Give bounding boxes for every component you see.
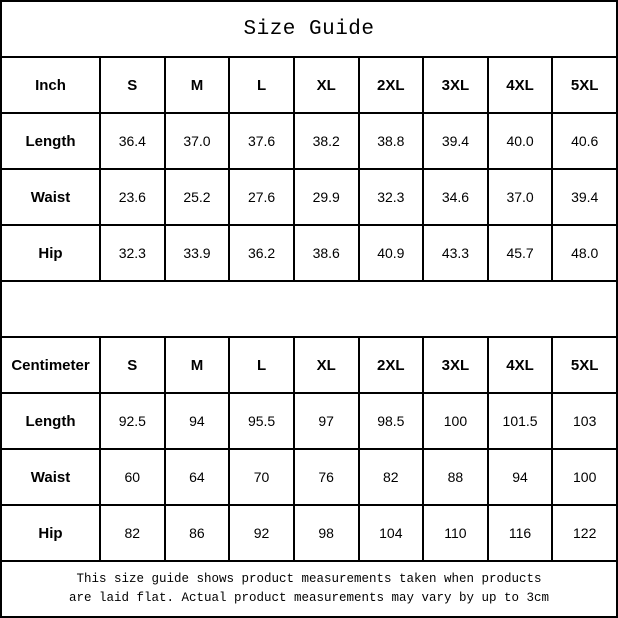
value-cell: 122 [551, 506, 616, 560]
value-cell: 37.6 [228, 114, 293, 168]
value-cell: 43.3 [422, 226, 487, 280]
value-cell: 33.9 [163, 226, 229, 280]
row-label: Hip [38, 524, 63, 542]
value-cell: 88 [422, 450, 487, 504]
cm-unit-header: Centimeter [11, 356, 90, 374]
row-label: Waist [30, 188, 71, 206]
size-header-m: M [163, 338, 229, 392]
cm-hip-row: Hip 82 86 92 98 104 110 116 122 [2, 504, 616, 560]
value-cell: 100 [551, 450, 616, 504]
value-cell: 39.4 [551, 170, 616, 224]
inch-unit-header: Inch [35, 76, 66, 94]
size-header-3xl: 3XL [422, 58, 487, 112]
value-cell: 103 [551, 394, 616, 448]
value-cell: 76 [292, 450, 358, 504]
size-header-m: M [163, 58, 229, 112]
value-cell: 40.0 [486, 114, 552, 168]
row-label: Length [25, 412, 76, 430]
value-cell: 38.8 [357, 114, 423, 168]
size-header-2xl: 2XL [357, 338, 423, 392]
value-cell: 82 [99, 506, 164, 560]
page-title: Size Guide [243, 17, 375, 41]
value-cell: 70 [228, 450, 293, 504]
value-cell: 23.6 [99, 170, 164, 224]
value-cell: 29.9 [292, 170, 358, 224]
row-label: Waist [30, 468, 71, 486]
value-cell: 39.4 [422, 114, 487, 168]
value-cell: 38.2 [292, 114, 358, 168]
value-cell: 36.4 [99, 114, 164, 168]
spacer-row [2, 280, 616, 336]
value-cell: 37.0 [163, 114, 229, 168]
value-cell: 38.6 [292, 226, 358, 280]
row-label: Length [25, 132, 76, 150]
value-cell: 36.2 [228, 226, 293, 280]
value-cell: 97 [292, 394, 358, 448]
size-header-2xl: 2XL [357, 58, 423, 112]
size-header-xl: XL [292, 58, 358, 112]
value-cell: 82 [357, 450, 423, 504]
value-cell: 104 [357, 506, 423, 560]
value-cell: 92 [228, 506, 293, 560]
value-cell: 40.6 [551, 114, 616, 168]
size-header-s: S [99, 58, 164, 112]
row-label: Hip [38, 244, 63, 262]
value-cell: 60 [99, 450, 164, 504]
inch-header-row: Inch S M L XL 2XL 3XL 4XL 5XL [2, 56, 616, 112]
value-cell: 94 [163, 394, 229, 448]
value-cell: 64 [163, 450, 229, 504]
size-header-l: L [228, 338, 293, 392]
footer-note: This size guide shows product measuremen… [2, 560, 616, 616]
value-cell: 110 [422, 506, 487, 560]
footer-note-line2: are laid flat. Actual product measuremen… [68, 591, 550, 605]
inch-waist-row: Waist 23.6 25.2 27.6 29.9 32.3 34.6 37.0… [2, 168, 616, 224]
value-cell: 25.2 [163, 170, 229, 224]
value-cell: 48.0 [551, 226, 616, 280]
size-header-4xl: 4XL [486, 58, 552, 112]
value-cell: 92.5 [99, 394, 164, 448]
size-header-xl: XL [292, 338, 358, 392]
value-cell: 34.6 [422, 170, 487, 224]
cm-length-row: Length 92.5 94 95.5 97 98.5 100 101.5 10… [2, 392, 616, 448]
value-cell: 37.0 [486, 170, 552, 224]
inch-length-row: Length 36.4 37.0 37.6 38.2 38.8 39.4 40.… [2, 112, 616, 168]
value-cell: 95.5 [228, 394, 293, 448]
value-cell: 116 [486, 506, 552, 560]
value-cell: 45.7 [486, 226, 552, 280]
value-cell: 98 [292, 506, 358, 560]
value-cell: 32.3 [99, 226, 164, 280]
cm-waist-row: Waist 60 64 70 76 82 88 94 100 [2, 448, 616, 504]
size-header-3xl: 3XL [422, 338, 487, 392]
footer-note-line1: This size guide shows product measuremen… [76, 571, 542, 586]
size-header-4xl: 4XL [486, 338, 552, 392]
value-cell: 86 [163, 506, 229, 560]
value-cell: 32.3 [357, 170, 423, 224]
value-cell: 94 [486, 450, 552, 504]
inch-hip-row: Hip 32.3 33.9 36.2 38.6 40.9 43.3 45.7 4… [2, 224, 616, 280]
size-header-l: L [228, 58, 293, 112]
value-cell: 101.5 [486, 394, 552, 448]
value-cell: 40.9 [357, 226, 423, 280]
size-header-5xl: 5XL [551, 338, 616, 392]
cm-header-row: Centimeter S M L XL 2XL 3XL 4XL 5XL [2, 336, 616, 392]
size-header-5xl: 5XL [551, 58, 616, 112]
title-row: Size Guide [2, 2, 616, 56]
value-cell: 100 [422, 394, 487, 448]
size-header-s: S [99, 338, 164, 392]
value-cell: 98.5 [357, 394, 423, 448]
value-cell: 27.6 [228, 170, 293, 224]
